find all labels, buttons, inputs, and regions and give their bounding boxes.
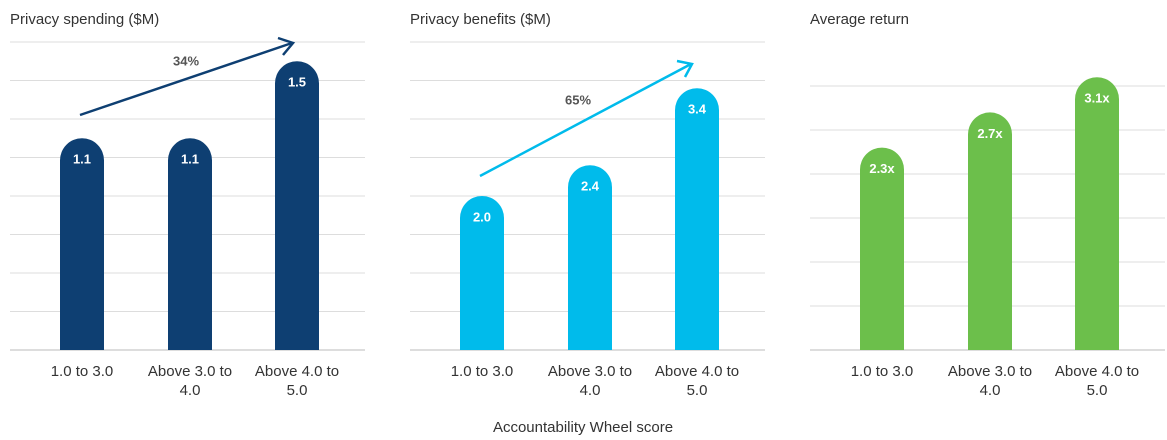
trend-arrow xyxy=(79,41,293,117)
value-label: 1.1 xyxy=(73,152,91,167)
x-tick-label: Above 3.0 to 4.0 xyxy=(547,363,633,399)
bar xyxy=(275,61,319,350)
bar xyxy=(1075,77,1119,350)
arrow-head xyxy=(277,36,296,56)
x-axis-title: Accountability Wheel score xyxy=(493,419,673,436)
value-label: 2.3x xyxy=(869,161,895,176)
bar xyxy=(168,138,212,350)
x-tick-label: 1.0 to 3.0 xyxy=(450,363,514,380)
chart-title: Privacy spending ($M) xyxy=(10,11,159,28)
value-label: 3.1x xyxy=(1084,91,1110,106)
x-tick-label: Above 4.0 to 5.0 xyxy=(254,363,340,399)
value-label: 2.7x xyxy=(977,126,1003,141)
x-tick-label: Above 4.0 to 5.0 xyxy=(654,363,740,399)
x-tick-label: 1.0 to 3.0 xyxy=(50,363,114,380)
annotation: 34% xyxy=(173,53,199,68)
annotation: 65% xyxy=(565,92,591,107)
x-tick-label: Above 4.0 to 5.0 xyxy=(1054,363,1140,399)
trend-arrow xyxy=(479,62,692,178)
value-label: 2.4 xyxy=(581,179,600,194)
x-tick-label: 1.0 to 3.0 xyxy=(850,363,914,380)
x-tick-label: Above 3.0 to 4.0 xyxy=(147,363,233,399)
value-label: 2.0 xyxy=(473,209,491,224)
bar xyxy=(675,88,719,350)
chart-title: Privacy benefits ($M) xyxy=(410,11,551,28)
value-label: 1.1 xyxy=(181,152,199,167)
value-label: 1.5 xyxy=(288,75,306,90)
chart-title: Average return xyxy=(810,11,909,28)
bar xyxy=(568,165,612,350)
value-label: 3.4 xyxy=(688,102,707,117)
bar xyxy=(968,112,1012,350)
bar xyxy=(60,138,104,350)
arrow-head xyxy=(676,59,694,78)
bar xyxy=(860,147,904,350)
x-tick-label: Above 3.0 to 4.0 xyxy=(947,363,1033,399)
bar xyxy=(460,196,504,350)
